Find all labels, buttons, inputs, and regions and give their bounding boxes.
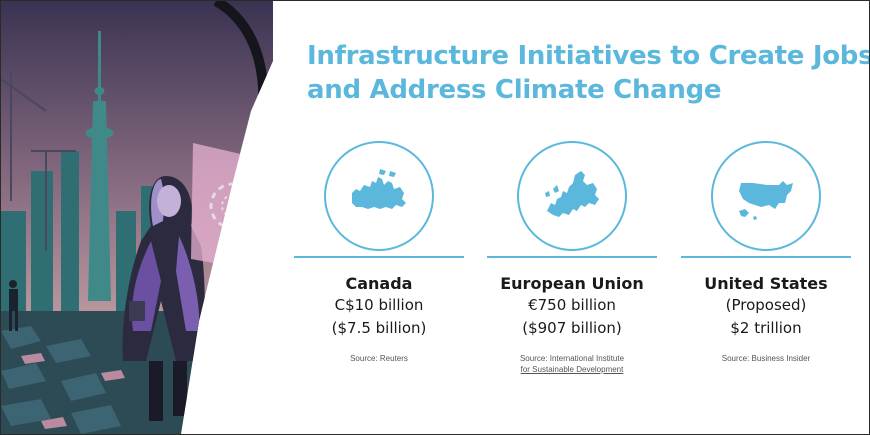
source-note: Source: Business Insider bbox=[671, 353, 861, 364]
city-illustration bbox=[1, 1, 273, 434]
funding-amount: $2 trillion bbox=[730, 319, 802, 337]
map-circle bbox=[711, 141, 821, 251]
region-name: European Union bbox=[500, 274, 644, 293]
usa-map-icon bbox=[739, 181, 793, 220]
region-name: United States bbox=[704, 274, 828, 293]
walking-woman bbox=[122, 176, 205, 421]
source-note: Source: Reuters bbox=[284, 353, 474, 364]
tower bbox=[85, 31, 114, 301]
funding-amount: C$10 billion bbox=[334, 296, 424, 314]
skyline bbox=[1, 151, 157, 321]
hologram-panel bbox=[191, 143, 271, 273]
canada-map-icon bbox=[352, 169, 406, 209]
source-line: Source: International Institute bbox=[519, 354, 625, 363]
title-line-2: and Address Climate Change bbox=[307, 75, 722, 105]
funding-usd: ($907 billion) bbox=[522, 319, 622, 337]
paving bbox=[1, 326, 121, 434]
source-line: Source: Business Insider bbox=[721, 354, 811, 363]
funding-status: (Proposed) bbox=[725, 296, 807, 314]
map-circle bbox=[517, 141, 627, 251]
region-name: Canada bbox=[345, 274, 413, 293]
title-line-1: Infrastructure Initiatives to Create Job… bbox=[307, 41, 870, 71]
source-note: Source: International Institute for Sust… bbox=[477, 353, 667, 375]
divider-line bbox=[294, 256, 464, 258]
divider-line bbox=[681, 256, 851, 258]
source-line: Source: Reuters bbox=[350, 354, 408, 363]
pedestrian bbox=[9, 280, 18, 331]
page-title: Infrastructure Initiatives to Create Job… bbox=[307, 39, 870, 107]
source-link[interactable]: for Sustainable Development bbox=[520, 365, 624, 374]
cranes bbox=[1, 71, 76, 251]
europe-map-icon bbox=[545, 171, 599, 217]
funding-amount: €750 billion bbox=[528, 296, 616, 314]
divider-line bbox=[487, 256, 657, 258]
map-circle bbox=[324, 141, 434, 251]
funding-usd: ($7.5 billion) bbox=[331, 319, 427, 337]
